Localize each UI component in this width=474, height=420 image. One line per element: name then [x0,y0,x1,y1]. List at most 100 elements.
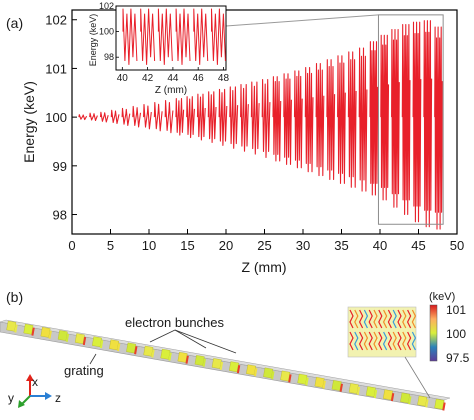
electron-bunch [382,389,393,401]
bunch-oscillation-trace [240,83,249,152]
bunch-zoom-streak [406,309,412,329]
main-y-tick-label: 101 [45,61,67,76]
z-axis-arrowhead [45,392,52,400]
main-y-tick-label: 98 [53,208,67,223]
bunch-oscillation-trace [283,73,292,165]
main-x-ticks: 0 5 10 15 20 25 30 35 40 45 50 [68,229,464,253]
bunch-oscillation-trace [272,76,282,162]
electron-bunch-edge [151,349,155,358]
main-x-tick-label: 15 [180,238,194,253]
electron-bunch [314,376,325,388]
main-x-tick-label: 50 [450,238,464,253]
electron-bunch [6,320,17,332]
bunch-pointer-1 [149,329,176,343]
bunch-oscillation-trace [380,34,390,201]
main-chart: 0 5 10 15 20 25 30 35 40 45 50 98 99 100 101 102 Z (mm… [21,9,464,275]
electron-bunch-edge [236,364,241,374]
bunch-oscillation-trace [99,111,109,123]
electron-bunch [228,361,239,373]
main-y-axis-title: Energy (keV) [21,81,37,163]
bunch-oscillation-trace [207,91,217,144]
bunch-oscillation-trace [186,96,195,139]
electron-bunch-edge [185,355,189,364]
bunch-oscillation-trace [358,47,368,192]
inset-y-ticks: 98 100 102 [99,1,119,62]
electron-bunch-edge [99,339,104,349]
main-x-tick-label: 45 [411,238,425,253]
bunch-zoom-streak [363,309,369,329]
electron-bunch-edge [168,352,172,361]
coordinate-axes: x y z [8,374,61,408]
electron-bunch [348,383,359,394]
electron-bunch-markers [6,320,446,411]
electron-bunch [40,326,51,338]
electron-bunch-edge [48,330,52,339]
electron-bunch-edge [339,383,343,392]
bunch-zoom-streaks [349,309,417,351]
electron-bunch-edge [373,389,378,399]
electron-bunch [297,373,308,385]
bunch-oscillation-trace [347,51,357,188]
electron-bunch-edge [305,377,309,386]
electron-bunch-edge [408,396,412,405]
main-y-ticks: 98 99 100 101 102 [45,13,77,223]
panel-b-illustration: electron bunches grating x y z (keV) 101 [0,291,470,411]
inset-chart: 40 42 44 46 48 98 100 102 Z (mm) Energy (keV) [88,1,229,96]
grating-pointer [89,353,97,365]
electron-bunch [434,398,445,410]
y-axis-letter: y [8,391,14,405]
bunch-oscillation-trace [326,59,336,181]
bunch-zoom-streak [411,331,417,351]
electron-bunch-edge [425,399,429,408]
main-x-tick-label: 35 [334,238,348,253]
bunch-oscillation-trace [412,21,422,223]
inset-x-tick-label: 48 [218,73,230,84]
electron-bunch-edge [288,374,292,383]
bunch-oscillation-trace [164,100,174,134]
electron-bunch [194,355,205,366]
main-x-axis-title: Z (mm) [241,259,286,275]
inset-bunch-trace [193,8,209,65]
electron-bunch-edge [134,346,138,355]
bunch-pointer-2 [174,329,207,349]
bunch-zoom-pointer [404,356,431,399]
bunch-zoom-streak [392,309,397,329]
bunch-zoom-streak [397,309,402,329]
main-x-tick-label: 40 [373,238,387,253]
electron-bunch-edge [254,368,258,377]
inset-bunch-trace [140,8,156,65]
main-x-tick-label: 20 [219,238,233,253]
electron-bunch [263,367,274,379]
colorbar-tick-100: 100 [446,327,466,341]
colorbar-tick-97-5: 97.5 [446,351,470,365]
inset-bunch-trace [175,8,191,65]
electron-bunch [246,364,256,376]
main-x-tick-label: 30 [296,238,310,253]
electron-bunch-edge [117,343,121,352]
inset-y-axis-title: Energy (keV) [88,14,98,67]
bunch-oscillation-trace [175,98,185,136]
bunch-oscillation-trace [121,107,131,126]
bunch-zoom-streak [387,309,393,329]
inset-x-axis-title: Z (mm) [155,85,187,96]
bunch-pointer-3 [174,329,237,354]
inset-y-tick-label: 102 [99,1,114,11]
electron-bunch [177,351,188,363]
electron-bunch [109,339,119,351]
electron-bunch-edge [356,386,361,395]
electron-bunch-edge [82,336,87,346]
bunch-zoom-streak [387,331,393,351]
bunch-oscillation-trace [293,70,303,169]
bunch-oscillation-trace [89,112,98,122]
bunch-zoom-streak [378,309,383,329]
electron-bunch-edge [202,358,206,367]
electron-bunch [417,395,428,407]
bunch-zoom-streak [378,331,383,351]
panel-a-label: (a) [6,15,23,31]
main-y-tick-label: 99 [53,159,67,174]
inset-x-tick-label: 40 [117,73,129,84]
bunch-zoom-streak [368,331,373,351]
inset-x-ticks: 40 42 44 46 48 [117,67,230,84]
bunch-oscillation-trace [423,20,433,228]
inset-x-tick-label: 44 [167,73,179,84]
